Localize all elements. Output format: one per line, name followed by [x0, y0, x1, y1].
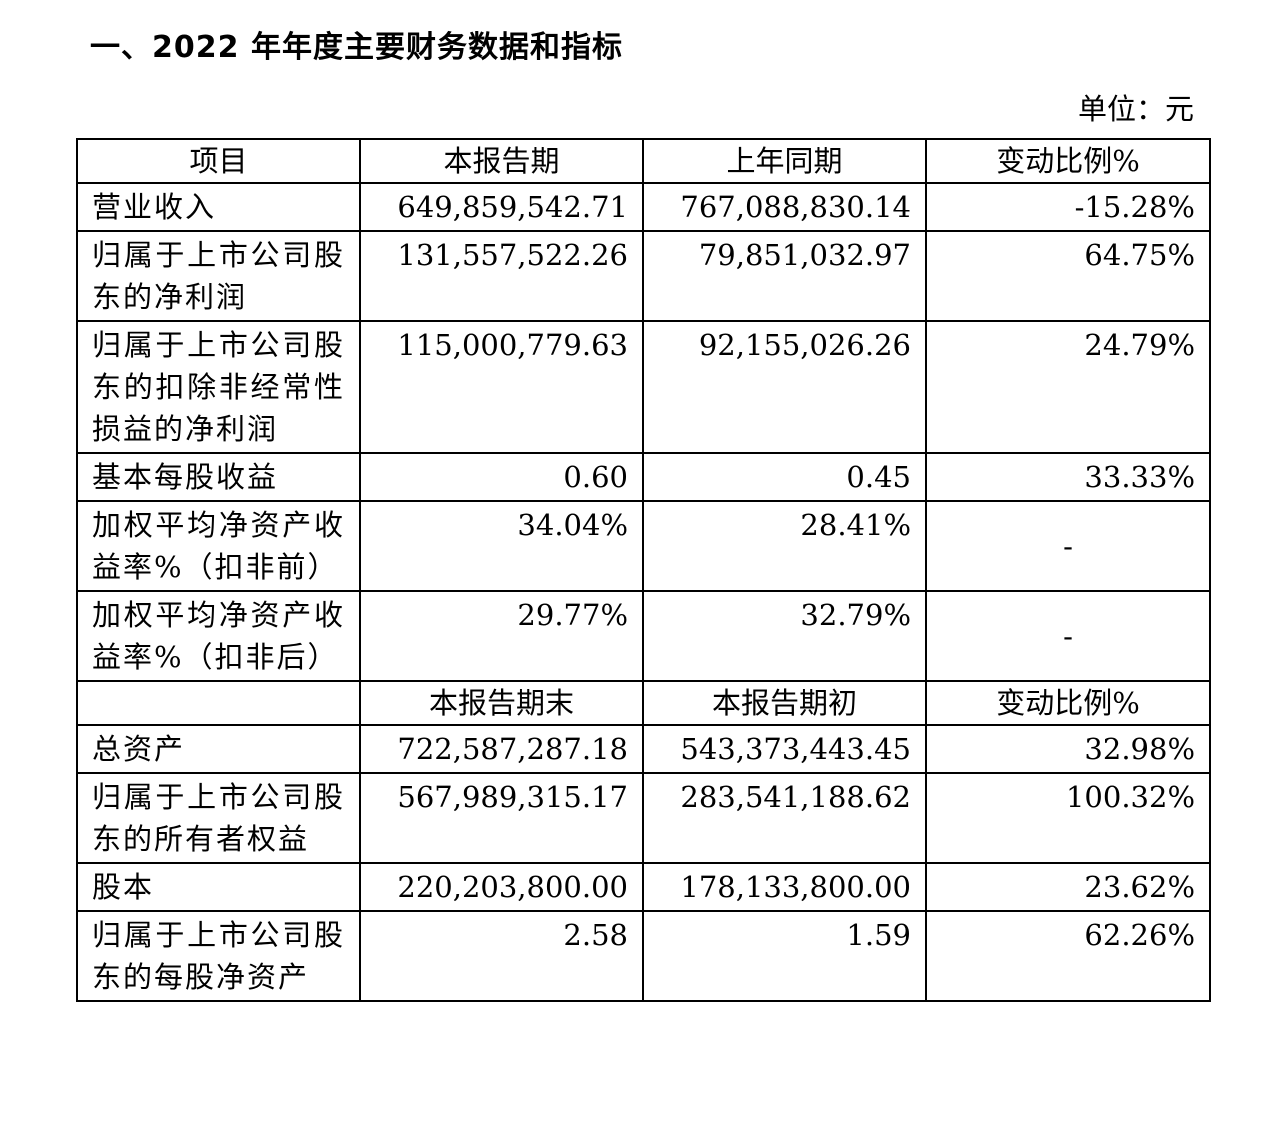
change-value: -15.28% [925, 182, 1211, 232]
section-title: 一、2022 年年度主要财务数据和指标 [90, 30, 623, 65]
table-row: 股本 220,203,800.00 178,133,800.00 23.62% [76, 862, 1211, 912]
header-cell-change: 变动比例% [925, 680, 1211, 726]
row-label: 基本每股收益 [76, 452, 361, 502]
table-row: 归属于上市公司股东的每股净资产 2.58 1.59 62.26% [76, 910, 1211, 1002]
change-value: 64.75% [925, 230, 1211, 322]
unit-label: 单位：元 [1077, 92, 1194, 126]
row-label: 归属于上市公司股东的每股净资产 [76, 910, 361, 1002]
change-value: 24.79% [925, 320, 1211, 454]
previous-value: 1.59 [642, 910, 927, 1002]
row-label: 归属于上市公司股东的净利润 [76, 230, 361, 322]
header-cell-change: 变动比例% [925, 138, 1211, 184]
table-row: 营业收入 649,859,542.71 767,088,830.14 -15.2… [76, 182, 1211, 232]
previous-value: 767,088,830.14 [642, 182, 927, 232]
previous-value: 32.79% [642, 590, 927, 682]
header-cell-period-end: 本报告期末 [359, 680, 644, 726]
table-row: 总资产 722,587,287.18 543,373,443.45 32.98% [76, 724, 1211, 774]
previous-value: 543,373,443.45 [642, 724, 927, 774]
row-label: 加权平均净资产收益率%（扣非前） [76, 500, 361, 592]
current-value: 34.04% [359, 500, 644, 592]
table-row: 加权平均净资产收益率%（扣非后） 29.77% 32.79% - [76, 590, 1211, 682]
header-cell-item: 项目 [76, 138, 361, 184]
previous-value: 92,155,026.26 [642, 320, 927, 454]
header-cell-period-start: 本报告期初 [642, 680, 927, 726]
change-value: 33.33% [925, 452, 1211, 502]
header-cell-item [76, 680, 361, 726]
row-label: 归属于上市公司股东的所有者权益 [76, 772, 361, 864]
current-value: 2.58 [359, 910, 644, 1002]
table-row: 归属于上市公司股东的扣除非经常性损益的净利润 115,000,779.63 92… [76, 320, 1211, 454]
row-label: 总资产 [76, 724, 361, 774]
change-value: 62.26% [925, 910, 1211, 1002]
current-value: 567,989,315.17 [359, 772, 644, 864]
previous-value: 79,851,032.97 [642, 230, 927, 322]
row-label: 股本 [76, 862, 361, 912]
current-value: 29.77% [359, 590, 644, 682]
table-row: 归属于上市公司股东的净利润 131,557,522.26 79,851,032.… [76, 230, 1211, 322]
header-row-period: 项目 本报告期 上年同期 变动比例% [76, 138, 1211, 184]
change-value: 23.62% [925, 862, 1211, 912]
change-value: - [925, 500, 1211, 592]
table-row: 基本每股收益 0.60 0.45 33.33% [76, 452, 1211, 502]
current-value: 0.60 [359, 452, 644, 502]
previous-value: 283,541,188.62 [642, 772, 927, 864]
table-row: 加权平均净资产收益率%（扣非前） 34.04% 28.41% - [76, 500, 1211, 592]
row-label: 归属于上市公司股东的扣除非经常性损益的净利润 [76, 320, 361, 454]
current-value: 220,203,800.00 [359, 862, 644, 912]
current-value: 649,859,542.71 [359, 182, 644, 232]
current-value: 115,000,779.63 [359, 320, 644, 454]
previous-value: 28.41% [642, 500, 927, 592]
previous-value: 178,133,800.00 [642, 862, 927, 912]
header-cell-current: 本报告期 [359, 138, 644, 184]
change-value: 32.98% [925, 724, 1211, 774]
header-cell-previous: 上年同期 [642, 138, 927, 184]
change-value: - [925, 590, 1211, 682]
financial-data-table: 项目 本报告期 上年同期 变动比例% 营业收入 649,859,542.71 7… [76, 138, 1211, 1002]
row-label: 营业收入 [76, 182, 361, 232]
current-value: 131,557,522.26 [359, 230, 644, 322]
previous-value: 0.45 [642, 452, 927, 502]
header-row-balance: 本报告期末 本报告期初 变动比例% [76, 680, 1211, 726]
table-row: 归属于上市公司股东的所有者权益 567,989,315.17 283,541,1… [76, 772, 1211, 864]
current-value: 722,587,287.18 [359, 724, 644, 774]
row-label: 加权平均净资产收益率%（扣非后） [76, 590, 361, 682]
change-value: 100.32% [925, 772, 1211, 864]
